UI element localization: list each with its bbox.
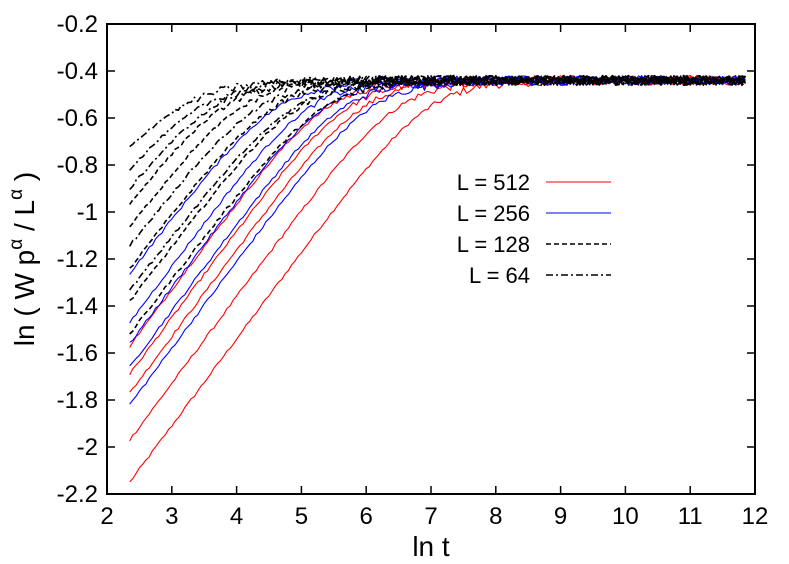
x-tick-label: 4 — [230, 503, 243, 530]
y-tick-label: -1.8 — [57, 387, 98, 414]
y-axis-label-end: ) — [9, 172, 40, 189]
plot-area — [106, 23, 756, 495]
x-axis-label: ln t — [412, 531, 450, 562]
x-tick-label: 5 — [295, 503, 308, 530]
series-line-L256 — [129, 75, 746, 405]
series-line-L512 — [129, 75, 746, 483]
x-tick-label: 8 — [489, 503, 502, 530]
legend-label: L = 256 — [457, 201, 530, 226]
series-line-L128 — [129, 74, 747, 269]
y-tick-label: -1.6 — [57, 340, 98, 367]
series-line-L128 — [129, 74, 746, 228]
y-tick-label: -0.6 — [57, 105, 98, 132]
x-tick-label: 11 — [678, 503, 703, 530]
x-tick-label: 10 — [612, 503, 639, 530]
tick-labels: 2 3 4 5 6 7 8 9 10 11 12 -0.2 -0.4 -0.6 -0.8 -1 -1.2 -1.4… — [57, 11, 769, 530]
y-axis-label-sup2: α — [6, 189, 27, 200]
y-tick-label: -1.2 — [57, 246, 98, 273]
axis-ticks — [106, 23, 756, 495]
series-line-L512 — [129, 74, 746, 348]
series-line-L64 — [128, 75, 746, 247]
legend: L = 512 L = 256 L = 128 L = 64 — [457, 170, 611, 288]
y-axis-label-mid: / L — [9, 200, 40, 239]
y-tick-label: -1.4 — [57, 293, 98, 320]
series-layer — [128, 74, 747, 483]
x-tick-label: 3 — [165, 503, 178, 530]
series-line-L128 — [129, 74, 746, 205]
series-line-L512 — [129, 75, 746, 442]
y-axis-label-sup1: α — [6, 239, 27, 250]
x-tick-label: 7 — [424, 503, 437, 530]
x-tick-label: 9 — [554, 503, 567, 530]
y-axis-label-base: ln ( W p — [9, 250, 40, 346]
y-tick-label: -0.8 — [57, 152, 98, 179]
series-line-L128 — [129, 74, 746, 335]
series-line-L64 — [129, 74, 746, 171]
series-line-L64 — [129, 74, 747, 148]
series-line-L512 — [129, 74, 746, 393]
y-tick-label: -1 — [77, 199, 98, 226]
series-line-L256 — [129, 75, 746, 343]
series-line-L64 — [129, 74, 746, 291]
y-tick-label: -2.2 — [57, 481, 98, 508]
series-line-L512 — [129, 75, 746, 376]
x-tick-label: 2 — [100, 503, 113, 530]
y-tick-label: -0.4 — [57, 58, 98, 85]
legend-label: L = 64 — [469, 263, 530, 288]
legend-label: L = 512 — [457, 170, 530, 195]
series-line-L64 — [129, 74, 746, 191]
x-tick-label: 12 — [742, 503, 769, 530]
y-tick-label: -2 — [77, 434, 98, 461]
series-line-L256 — [129, 75, 746, 324]
y-tick-label: -0.2 — [57, 11, 98, 38]
y-axis-label: ln ( W pα / Lα ) — [6, 172, 40, 346]
x-tick-label: 6 — [360, 503, 373, 530]
legend-label: L = 128 — [457, 232, 530, 257]
